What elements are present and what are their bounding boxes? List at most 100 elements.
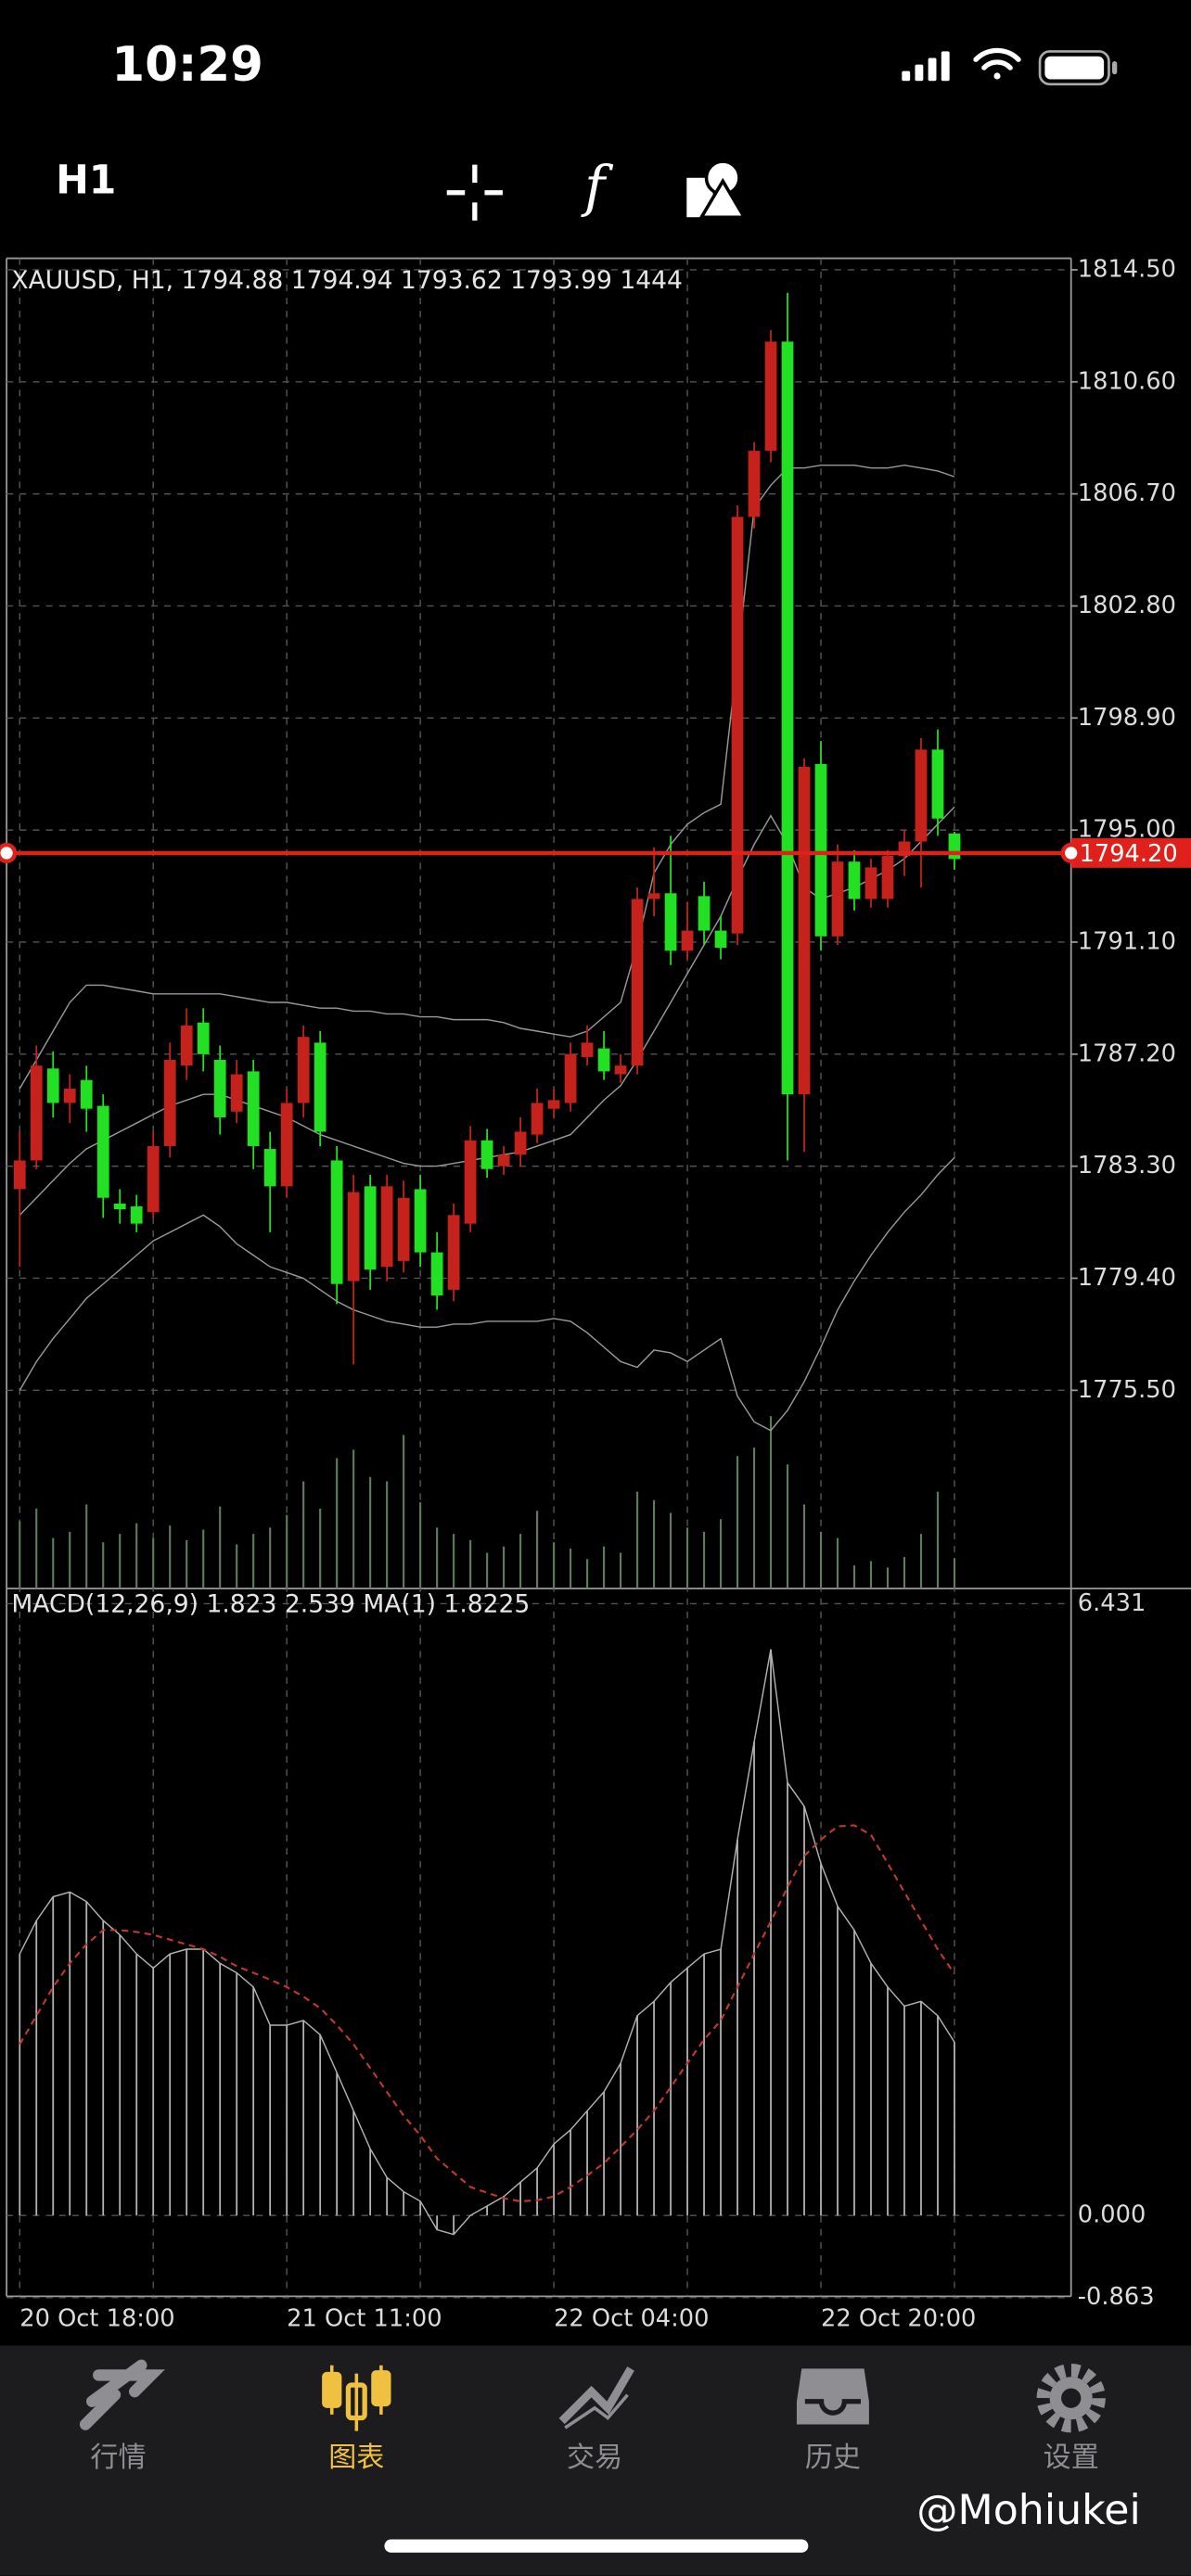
candle-body — [330, 1160, 343, 1284]
candle-body — [380, 1186, 393, 1268]
x-tick-label: 22 Oct 04:00 — [554, 2305, 709, 2333]
watermark: @Mohiukei — [916, 2487, 1141, 2534]
candle-body — [831, 861, 844, 937]
candle-body — [180, 1025, 193, 1066]
candle-body — [647, 893, 660, 899]
y-tick-label: -0.863 — [1078, 2283, 1155, 2311]
candle-body — [731, 516, 744, 934]
candle-body — [614, 1065, 627, 1075]
y-tick-label: 1775.50 — [1078, 1376, 1176, 1404]
candle-body — [163, 1060, 176, 1146]
candle-body — [80, 1079, 93, 1109]
candle-body — [915, 749, 928, 842]
tab-label: 图表 — [328, 2442, 384, 2474]
x-tick-label: 22 Oct 20:00 — [821, 2305, 976, 2333]
chart-title: XAUUSD, H1, 1794.88 1794.94 1793.62 1793… — [11, 266, 683, 295]
timeframe-button[interactable]: H1 — [56, 159, 116, 204]
candle-body — [197, 1022, 210, 1054]
y-tick-label: 1810.60 — [1078, 367, 1176, 395]
candle-body — [698, 896, 711, 931]
candle-body — [297, 1037, 310, 1103]
tab-label: 交易 — [567, 2442, 622, 2474]
chart-title: MACD(12,26,9) 1.823 2.539 MA(1) 1.8225 — [11, 1589, 530, 1618]
y-tick-label: 1787.20 — [1078, 1039, 1176, 1067]
tab-quotes[interactable]: 行情 — [79, 2359, 165, 2474]
candle-body — [848, 861, 861, 899]
candle-body — [948, 833, 961, 860]
candle-body — [547, 1100, 560, 1109]
objects-button[interactable] — [686, 159, 748, 220]
candle-body — [798, 766, 811, 1095]
candle-body — [397, 1197, 410, 1261]
chart-frame — [6, 257, 1191, 2298]
y-tick-label: 1802.80 — [1078, 592, 1176, 619]
home-indicator — [384, 2539, 809, 2553]
candle-body — [30, 1065, 43, 1161]
candle-body — [664, 893, 677, 951]
candle-body — [581, 1042, 594, 1057]
candle-body — [247, 1071, 260, 1146]
candle-body — [414, 1189, 427, 1253]
tab-trade[interactable]: 交易 — [558, 2366, 634, 2474]
price-line-handle — [0, 842, 18, 863]
candle-body — [631, 899, 644, 1066]
candle-body — [13, 1160, 26, 1190]
y-tick-label: 6.431 — [1078, 1589, 1146, 1617]
battery-icon — [1038, 50, 1118, 86]
macd-line — [19, 1649, 955, 2236]
candle-body — [864, 867, 877, 899]
plot-area: 20 Oct 18:00 21 Oct 11:00 22 Oct 04:00 22 O… — [0, 255, 1191, 2333]
candle-body — [497, 1154, 510, 1167]
tab-history[interactable]: 历史 — [796, 2368, 869, 2474]
candle-body — [96, 1105, 109, 1198]
price-label-box — [1070, 837, 1191, 868]
candle-body — [213, 1060, 226, 1117]
candle-body — [63, 1088, 76, 1103]
candle-body — [714, 930, 727, 949]
candle-body — [314, 1042, 327, 1132]
y-tick-label: 0.000 — [1078, 2201, 1146, 2229]
y-tick-label: 1806.70 — [1078, 479, 1176, 507]
candle-body — [263, 1149, 276, 1187]
candle-body — [447, 1215, 460, 1290]
y-tick-label: 1791.10 — [1078, 927, 1176, 955]
cell-signal — [902, 51, 950, 82]
candle-body — [597, 1048, 610, 1072]
candle-body — [814, 763, 827, 937]
tab-chart[interactable]: 图表 — [322, 2365, 391, 2474]
clock: 10:29 — [111, 37, 263, 93]
y-tick-label: 1798.90 — [1078, 704, 1176, 732]
candle-body — [130, 1206, 143, 1224]
tab-label: 设置 — [1044, 2442, 1099, 2474]
candle-body — [147, 1145, 160, 1213]
x-tick-label: 21 Oct 11:00 — [287, 2305, 442, 2333]
candle-body — [764, 341, 777, 452]
x-tick-label: 20 Oct 18:00 — [19, 2305, 174, 2333]
candle-body — [430, 1252, 443, 1296]
band-upper — [19, 464, 955, 1090]
candle-body — [280, 1103, 293, 1187]
candle-body — [881, 856, 894, 899]
tab-bar — [0, 2345, 1191, 2576]
candle-body — [514, 1131, 527, 1155]
candle-body — [681, 930, 694, 951]
candle-body — [781, 341, 794, 1095]
wifi-icon — [973, 47, 1021, 80]
tab-settings[interactable]: 设置 — [1036, 2364, 1106, 2474]
candle-body — [364, 1186, 377, 1270]
tab-label: 历史 — [805, 2442, 861, 2474]
candle-body — [480, 1140, 493, 1169]
candle-body — [531, 1103, 544, 1135]
candle-body — [564, 1053, 577, 1103]
candle-body — [230, 1074, 243, 1112]
candle-body — [748, 451, 761, 517]
band-lower — [19, 1156, 955, 1432]
crosshair-button[interactable] — [446, 164, 503, 221]
tab-label: 行情 — [90, 2442, 146, 2474]
candle-body — [931, 749, 944, 819]
y-tick-label: 1783.30 — [1078, 1152, 1176, 1180]
candle-body — [347, 1192, 360, 1282]
